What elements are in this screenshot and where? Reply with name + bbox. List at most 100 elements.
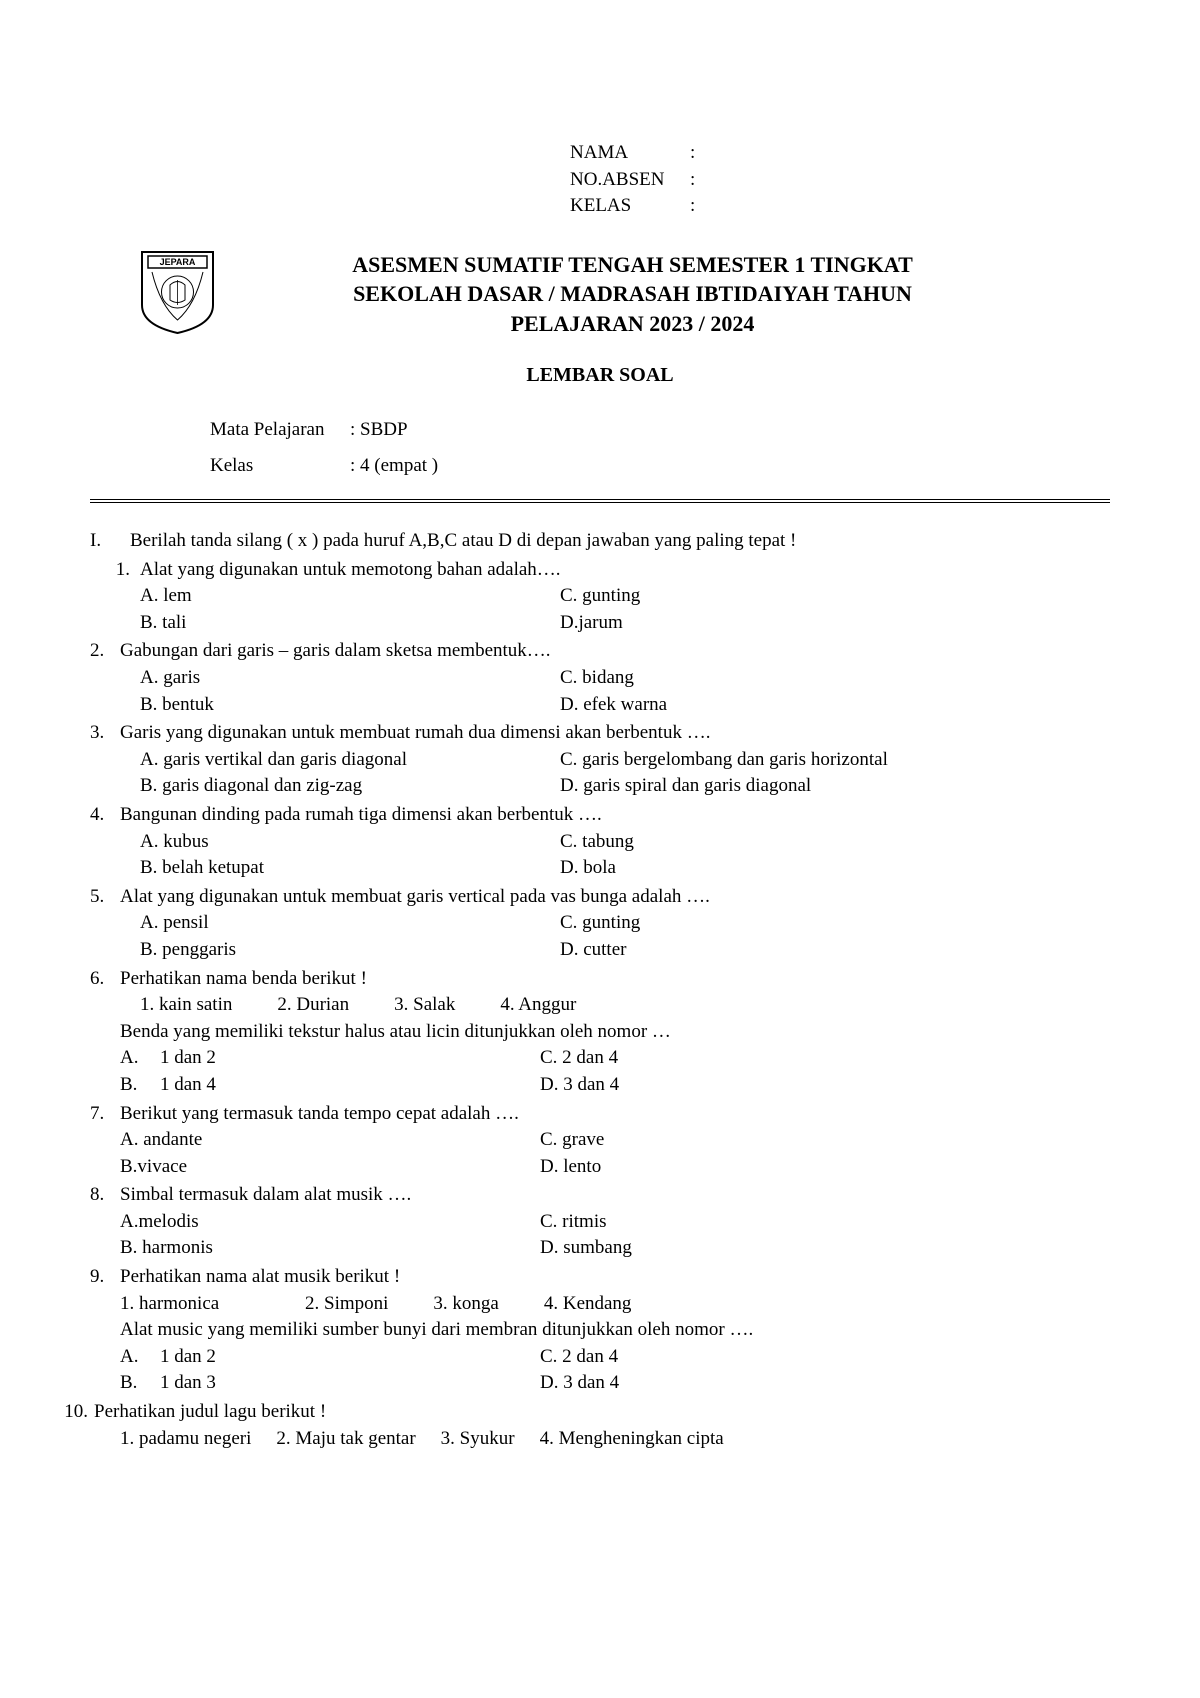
q8-text: Simbal termasuk dalam alat musik …. bbox=[120, 1182, 411, 1209]
q4-opt-b: B. belah ketupat bbox=[140, 855, 560, 882]
roman-numeral: I. bbox=[90, 528, 115, 555]
q3-opt-d: D. garis spiral dan garis diagonal bbox=[560, 773, 811, 800]
q7-text: Berikut yang termasuk tanda tempo cepat … bbox=[120, 1101, 519, 1128]
title-line-1: ASESMEN SUMATIF TENGAH SEMESTER 1 TINGKA… bbox=[235, 250, 1030, 280]
mapel-label: Mata Pelajaran bbox=[210, 412, 350, 448]
q8-opt-c: C. ritmis bbox=[540, 1209, 607, 1236]
q1-opt-d: D.jarum bbox=[560, 610, 623, 637]
q8-opt-a: A.melodis bbox=[120, 1209, 540, 1236]
content-block: I. Berilah tanda silang ( x ) pada huruf… bbox=[90, 528, 1110, 1452]
student-name-row: NAMA : bbox=[570, 140, 1110, 167]
q6-text: Perhatikan nama benda berikut ! bbox=[120, 966, 367, 993]
mapel-row: Mata Pelajaran : SBDP bbox=[210, 412, 1110, 448]
q3-opt-b: B. garis diagonal dan zig-zag bbox=[140, 773, 560, 800]
q2-num: 2. bbox=[90, 638, 120, 665]
subtitle: LEMBAR SOAL bbox=[90, 364, 1110, 387]
kelas-meta-label: Kelas bbox=[210, 448, 350, 484]
q1-text: Alat yang digunakan untuk memotong bahan… bbox=[140, 557, 561, 584]
nama-label: NAMA bbox=[570, 140, 690, 167]
instruction-text: Berilah tanda silang ( x ) pada huruf A,… bbox=[130, 528, 796, 555]
instruction-row: I. Berilah tanda silang ( x ) pada huruf… bbox=[90, 528, 1110, 555]
q9-opt-d: D. 3 dan 4 bbox=[540, 1370, 619, 1397]
q10-text: Perhatikan judul lagu berikut ! bbox=[94, 1399, 326, 1426]
q9-subtext: Alat music yang memiliki sumber bunyi da… bbox=[90, 1317, 1110, 1344]
question-7: 7. Berikut yang termasuk tanda tempo cep… bbox=[90, 1101, 1110, 1181]
q7-opt-c: C. grave bbox=[540, 1127, 604, 1154]
q4-opt-a: A. kubus bbox=[140, 829, 560, 856]
colon: : bbox=[690, 193, 695, 220]
jepara-logo-icon: JEPARA bbox=[140, 250, 215, 335]
q9-opt-a-text: 1 dan 2 bbox=[160, 1344, 216, 1371]
q9-opt-b-letter: B. bbox=[120, 1370, 160, 1397]
q6-item-3: 3. Salak bbox=[394, 992, 455, 1019]
document-title: ASESMEN SUMATIF TENGAH SEMESTER 1 TINGKA… bbox=[235, 250, 1110, 339]
q2-opt-c: C. bidang bbox=[560, 665, 634, 692]
absen-label: NO.ABSEN bbox=[570, 167, 690, 194]
header-block: JEPARA ASESMEN SUMATIF TENGAH SEMESTER 1… bbox=[90, 250, 1110, 339]
divider-line bbox=[90, 499, 1110, 503]
q10-item-1: 1. padamu negeri bbox=[120, 1426, 251, 1453]
q4-opt-d: D. bola bbox=[560, 855, 616, 882]
q10-item-4: 4. Mengheningkan cipta bbox=[540, 1426, 724, 1453]
q8-opt-b: B. harmonis bbox=[120, 1235, 540, 1262]
q6-opt-b-letter: B. bbox=[120, 1072, 160, 1099]
title-line-2: SEKOLAH DASAR / MADRASAH IBTIDAIYAH TAHU… bbox=[235, 279, 1030, 309]
q7-num: 7. bbox=[90, 1101, 120, 1128]
q7-opt-d: D. lento bbox=[540, 1154, 601, 1181]
question-3: 3. Garis yang digunakan untuk membuat ru… bbox=[90, 720, 1110, 800]
title-line-3: PELAJARAN 2023 / 2024 bbox=[235, 309, 1030, 339]
q2-opt-a: A. garis bbox=[140, 665, 560, 692]
question-9: 9. Perhatikan nama alat musik berikut ! … bbox=[90, 1264, 1110, 1397]
q9-item-2: 2. Simponi bbox=[305, 1291, 388, 1318]
q6-item-2: 2. Durian bbox=[277, 992, 349, 1019]
q9-num: 9. bbox=[90, 1264, 120, 1291]
q2-opt-d: D. efek warna bbox=[560, 692, 667, 719]
q5-opt-c: C. gunting bbox=[560, 910, 640, 937]
q4-num: 4. bbox=[90, 802, 120, 829]
q9-opt-b-text: 1 dan 3 bbox=[160, 1370, 216, 1397]
q10-item-2: 2. Maju tak gentar bbox=[276, 1426, 415, 1453]
question-10: 10. Perhatikan judul lagu berikut ! 1. p… bbox=[90, 1399, 1110, 1452]
q3-opt-a: A. garis vertikal dan garis diagonal bbox=[140, 747, 560, 774]
svg-text:JEPARA: JEPARA bbox=[160, 257, 196, 267]
q8-num: 8. bbox=[90, 1182, 120, 1209]
question-2: 2. Gabungan dari garis – garis dalam ske… bbox=[90, 638, 1110, 718]
q4-opt-c: C. tabung bbox=[560, 829, 634, 856]
kelas-meta-value: : 4 (empat ) bbox=[350, 448, 438, 484]
colon: : bbox=[690, 167, 695, 194]
q5-opt-b: B. penggaris bbox=[140, 937, 560, 964]
q3-num: 3. bbox=[90, 720, 120, 747]
question-6: 6. Perhatikan nama benda berikut ! 1. ka… bbox=[90, 966, 1110, 1099]
q6-opt-d: D. 3 dan 4 bbox=[540, 1072, 619, 1099]
question-5: 5. Alat yang digunakan untuk membuat gar… bbox=[90, 884, 1110, 964]
question-1: 1. Alat yang digunakan untuk memotong ba… bbox=[90, 557, 1110, 637]
q5-opt-a: A. pensil bbox=[140, 910, 560, 937]
q4-text: Bangunan dinding pada rumah tiga dimensi… bbox=[120, 802, 602, 829]
q6-opt-c: C. 2 dan 4 bbox=[540, 1045, 618, 1072]
q7-opt-a: A. andante bbox=[120, 1127, 540, 1154]
q9-opt-c: C. 2 dan 4 bbox=[540, 1344, 618, 1371]
q9-text: Perhatikan nama alat musik berikut ! bbox=[120, 1264, 400, 1291]
q10-item-3: 3. Syukur bbox=[441, 1426, 515, 1453]
question-8: 8. Simbal termasuk dalam alat musik …. A… bbox=[90, 1182, 1110, 1262]
q9-item-1: 1. harmonica bbox=[120, 1291, 260, 1318]
q6-item-4: 4. Anggur bbox=[500, 992, 576, 1019]
q5-text: Alat yang digunakan untuk membuat garis … bbox=[120, 884, 710, 911]
question-4: 4. Bangunan dinding pada rumah tiga dime… bbox=[90, 802, 1110, 882]
q6-item-1: 1. kain satin bbox=[140, 992, 232, 1019]
mapel-value: : SBDP bbox=[350, 412, 408, 448]
q9-item-4: 4. Kendang bbox=[544, 1291, 632, 1318]
q8-opt-d: D. sumbang bbox=[540, 1235, 632, 1262]
meta-block: Mata Pelajaran : SBDP Kelas : 4 (empat ) bbox=[90, 412, 1110, 484]
q2-text: Gabungan dari garis – garis dalam sketsa… bbox=[120, 638, 551, 665]
q1-num: 1. bbox=[90, 557, 140, 584]
student-kelas-row: KELAS : bbox=[570, 193, 1110, 220]
q1-opt-b: B. tali bbox=[140, 610, 560, 637]
q10-num: 10. bbox=[60, 1399, 94, 1426]
q9-item-3: 3. konga bbox=[433, 1291, 498, 1318]
q5-opt-d: D. cutter bbox=[560, 937, 626, 964]
q9-opt-a-letter: A. bbox=[120, 1344, 160, 1371]
q6-opt-b-text: 1 dan 4 bbox=[160, 1072, 216, 1099]
q3-text: Garis yang digunakan untuk membuat rumah… bbox=[120, 720, 710, 747]
q3-opt-c: C. garis bergelombang dan garis horizont… bbox=[560, 747, 888, 774]
